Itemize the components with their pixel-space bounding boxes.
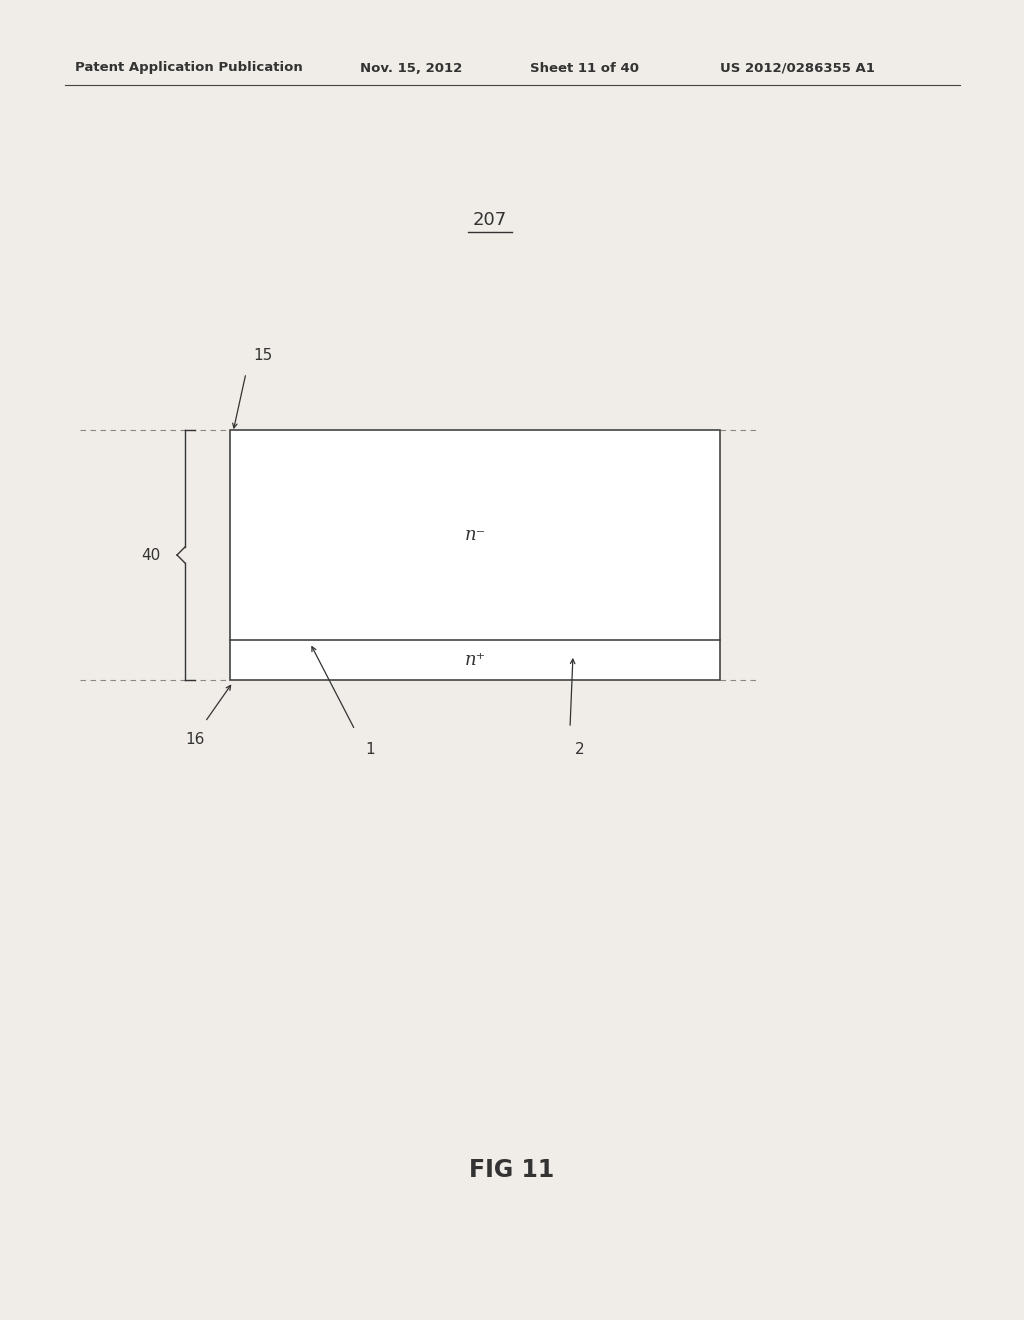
Text: n⁻: n⁻ — [465, 525, 485, 544]
Text: n⁺: n⁺ — [465, 651, 485, 669]
Text: 15: 15 — [253, 347, 272, 363]
Text: 2: 2 — [575, 742, 585, 758]
Text: FIG 11: FIG 11 — [469, 1158, 555, 1181]
Text: Sheet 11 of 40: Sheet 11 of 40 — [530, 62, 639, 74]
Text: US 2012/0286355 A1: US 2012/0286355 A1 — [720, 62, 874, 74]
Text: 16: 16 — [185, 733, 205, 747]
Text: 207: 207 — [473, 211, 507, 228]
Text: 1: 1 — [366, 742, 375, 758]
Bar — [230, 430, 720, 680]
Text: 40: 40 — [140, 548, 160, 562]
Text: Nov. 15, 2012: Nov. 15, 2012 — [360, 62, 462, 74]
Text: Patent Application Publication: Patent Application Publication — [75, 62, 303, 74]
